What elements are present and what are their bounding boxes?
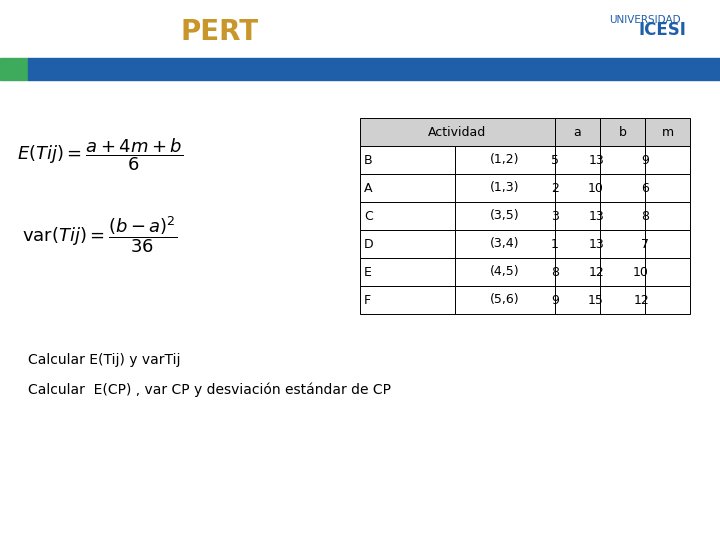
Text: Actividad: Actividad [428,125,487,138]
Text: 10: 10 [633,266,649,279]
Bar [360,286,455,314]
Text: D: D [364,238,374,251]
Text: m: m [662,125,674,138]
Bar [555,202,600,230]
Text: (3,4): (3,4) [490,238,520,251]
Bar [600,174,645,202]
Text: A: A [364,181,372,194]
Bar [645,230,690,258]
Bar [360,146,455,174]
Text: Calcular  E(CP) , var CP y desviación estándar de CP: Calcular E(CP) , var CP y desviación est… [28,383,391,397]
Bar [600,202,645,230]
Text: Calcular E(Tij) y varTij: Calcular E(Tij) y varTij [28,353,181,367]
Text: C: C [364,210,373,222]
Text: 8: 8 [551,266,559,279]
Text: 9: 9 [641,153,649,166]
Bar [455,146,555,174]
Text: 6: 6 [641,181,649,194]
Bar [645,146,690,174]
Text: E: E [364,266,372,279]
Text: $E(Tij) = \dfrac{a + 4m + b}{6}$: $E(Tij) = \dfrac{a + 4m + b}{6}$ [17,137,183,173]
Text: PERT: PERT [181,18,259,46]
Bar [600,286,645,314]
Text: 12: 12 [634,294,649,307]
Bar [555,258,600,286]
Bar [360,118,555,146]
Bar [455,258,555,286]
Text: (1,2): (1,2) [490,153,520,166]
Text: B: B [364,153,373,166]
Text: a: a [574,125,581,138]
Bar [360,174,455,202]
Bar [28,58,720,80]
Text: F: F [364,294,371,307]
Bar [455,174,555,202]
Bar [555,286,600,314]
Bar [645,202,690,230]
Bar [0,58,28,80]
Bar [645,286,690,314]
Text: 3: 3 [551,210,559,222]
Text: (1,3): (1,3) [490,181,520,194]
Text: 13: 13 [588,153,604,166]
Text: 13: 13 [588,238,604,251]
Bar [600,146,645,174]
Text: 5: 5 [551,153,559,166]
Bar [360,202,455,230]
Bar [555,146,600,174]
Bar [555,174,600,202]
Text: 12: 12 [588,266,604,279]
Bar [600,230,645,258]
Text: UNIVERSIDAD: UNIVERSIDAD [609,15,681,25]
Text: b: b [618,125,626,138]
Text: (5,6): (5,6) [490,294,520,307]
Text: 13: 13 [588,210,604,222]
Bar [645,118,690,146]
Text: 9: 9 [551,294,559,307]
Text: 15: 15 [588,294,604,307]
Bar [555,118,600,146]
Bar [645,258,690,286]
Text: $\mathrm{var}(Tij) = \dfrac{(b - a)^2}{36}$: $\mathrm{var}(Tij) = \dfrac{(b - a)^2}{3… [22,214,178,255]
Text: 8: 8 [641,210,649,222]
Text: 1: 1 [551,238,559,251]
Bar [645,174,690,202]
Text: 10: 10 [588,181,604,194]
Text: (3,5): (3,5) [490,210,520,222]
Bar [360,230,455,258]
Bar [555,230,600,258]
Bar [455,230,555,258]
Text: 7: 7 [641,238,649,251]
Text: (4,5): (4,5) [490,266,520,279]
Bar [600,118,645,146]
Bar [360,258,455,286]
Text: ICESI: ICESI [638,21,686,39]
Bar [600,258,645,286]
Bar [455,202,555,230]
Text: 2: 2 [551,181,559,194]
Bar [455,286,555,314]
